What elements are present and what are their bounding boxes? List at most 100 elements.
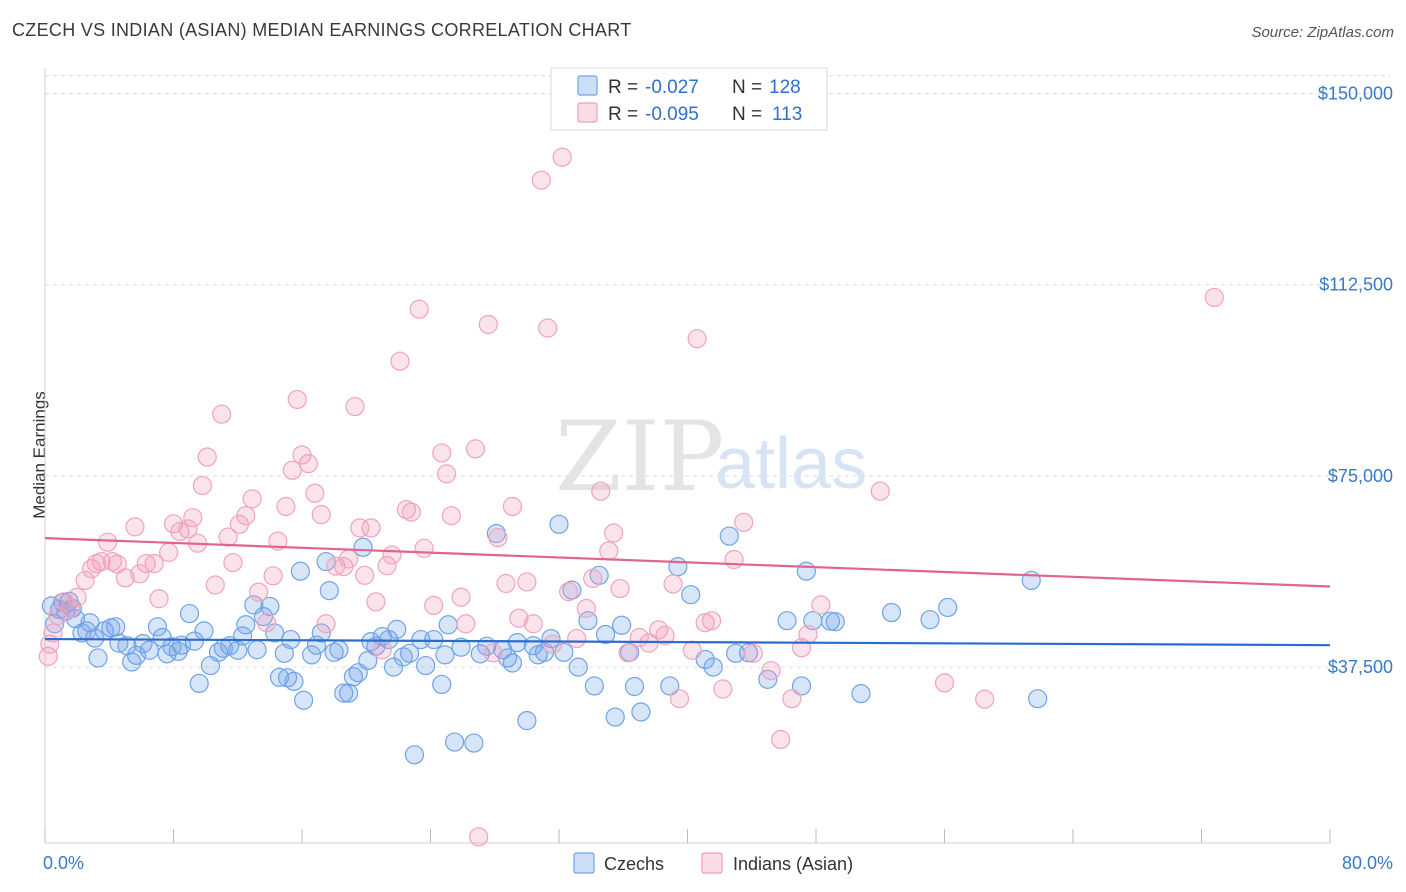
point-indians <box>67 587 87 607</box>
point-indians <box>456 614 476 634</box>
point-indians <box>934 673 955 693</box>
point-czechs <box>88 648 108 668</box>
point-indians <box>390 351 410 371</box>
point-czechs <box>284 671 304 691</box>
point-indians <box>276 496 296 517</box>
axes <box>44 68 1331 844</box>
point-indians <box>604 523 624 543</box>
point-indians <box>305 483 325 503</box>
point-czechs <box>269 667 290 687</box>
point-czechs <box>562 580 582 600</box>
point-indians <box>125 517 145 537</box>
point-czechs <box>147 617 168 637</box>
point-czechs <box>777 611 797 631</box>
x-tick-label: 0.0% <box>43 853 84 873</box>
point-indians <box>583 568 603 588</box>
point-czechs <box>329 640 349 660</box>
trend-line-czechs <box>44 637 1331 647</box>
point-czechs <box>578 611 598 631</box>
point-indians <box>366 592 386 612</box>
point-indians <box>465 439 486 459</box>
point-indians <box>149 589 169 609</box>
x-tick-labels: 0.0% 80.0% <box>43 853 1393 873</box>
point-indians <box>130 564 150 584</box>
point-czechs <box>247 640 267 660</box>
point-indians <box>183 508 203 528</box>
point-czechs <box>358 650 378 671</box>
point-indians <box>441 506 461 526</box>
point-indians <box>205 575 225 595</box>
point-czechs <box>126 645 147 665</box>
point-indians <box>144 553 164 574</box>
point-czechs <box>387 619 407 639</box>
point-czechs <box>938 597 958 618</box>
point-indians <box>409 299 429 319</box>
point-indians <box>478 314 498 335</box>
point-indians <box>552 147 572 167</box>
legend-r-label-czechs: R = <box>608 77 638 98</box>
point-czechs <box>444 732 465 752</box>
point-indians <box>701 611 722 631</box>
point-czechs <box>568 657 588 677</box>
bottom-legend-label-indians: Indians (Asian) <box>733 854 853 874</box>
point-indians <box>159 542 179 562</box>
point-indians <box>136 553 156 574</box>
point-indians <box>663 574 683 594</box>
point-indians <box>192 475 213 496</box>
point-indians <box>517 572 537 592</box>
legend-r-label-indians: R = <box>608 104 638 125</box>
point-indians <box>91 551 111 572</box>
point-indians <box>618 643 638 663</box>
y-tick-label: $75,000 <box>1328 466 1393 486</box>
point-indians <box>345 396 365 417</box>
point-indians <box>382 545 402 565</box>
point-indians <box>523 614 543 634</box>
point-czechs <box>316 551 336 572</box>
x-tick-label: 80.0% <box>1342 853 1393 873</box>
point-czechs <box>660 676 680 696</box>
point-indians <box>197 447 217 467</box>
point-indians <box>655 625 675 646</box>
point-indians <box>811 595 831 615</box>
point-indians <box>98 532 118 552</box>
point-indians <box>236 506 256 526</box>
point-indians <box>223 552 243 573</box>
watermark-zip: ZIP <box>555 401 724 513</box>
point-indians <box>75 570 95 591</box>
point-czechs <box>383 657 404 677</box>
point-czechs <box>668 557 688 577</box>
point-czechs <box>502 653 523 673</box>
point-indians <box>436 464 457 484</box>
point-indians <box>43 623 63 643</box>
point-indians <box>713 679 733 699</box>
point-czechs <box>631 702 651 722</box>
point-indians <box>509 608 529 628</box>
point-czechs <box>424 629 444 650</box>
point-indians <box>761 661 781 681</box>
point-indians <box>724 549 744 570</box>
point-indians <box>242 489 262 509</box>
watermark: ZIP atlas <box>555 401 867 513</box>
point-indians <box>432 443 452 463</box>
point-indians <box>743 643 763 663</box>
point-czechs <box>438 615 458 635</box>
point-czechs <box>260 596 280 617</box>
point-czechs <box>106 617 126 637</box>
point-indians <box>591 481 611 501</box>
point-czechs <box>319 581 339 601</box>
point-indians <box>163 514 184 534</box>
point-czechs <box>624 676 645 697</box>
legend-n-value-czechs: 128 <box>769 77 801 98</box>
watermark-atlas: atlas <box>715 424 867 504</box>
point-czechs <box>236 615 256 635</box>
point-czechs <box>404 745 425 765</box>
source-label: Source: ZipAtlas.com <box>1251 24 1394 41</box>
point-indians <box>610 578 630 599</box>
point-czechs <box>851 684 871 704</box>
point-indians <box>502 496 523 517</box>
point-indians <box>249 582 269 602</box>
point-indians <box>567 628 587 649</box>
bottom-legend-swatch-indians <box>701 852 723 874</box>
point-czechs <box>719 526 739 546</box>
point-indians <box>212 404 232 424</box>
